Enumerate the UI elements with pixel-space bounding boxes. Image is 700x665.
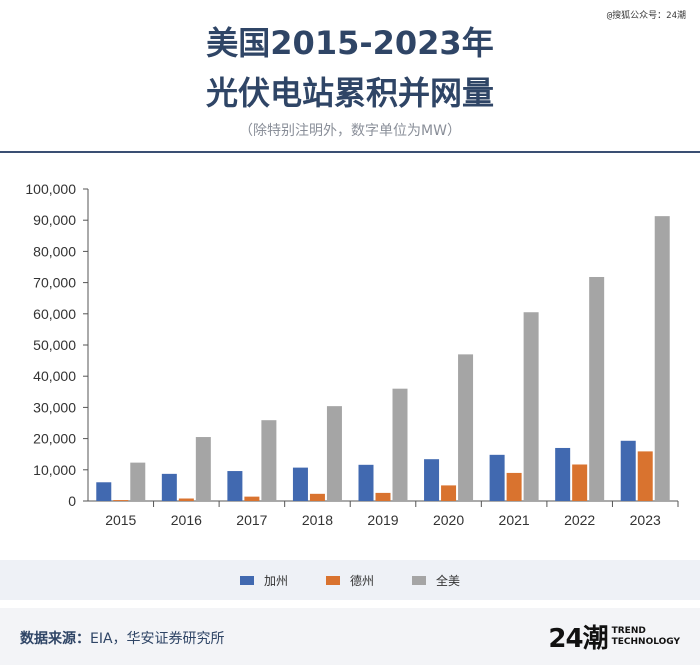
y-tick-label: 100,000 (25, 181, 76, 197)
legend-label-tx: 德州 (349, 574, 374, 588)
bar-tx-2015 (113, 500, 129, 501)
y-tick-label: 20,000 (33, 431, 76, 447)
bar-ca-2020 (424, 459, 440, 501)
y-tick-label: 10,000 (33, 462, 76, 478)
bar-us-2021 (523, 312, 539, 501)
y-tick-label: 50,000 (33, 337, 76, 353)
legend-label-ca: 加州 (263, 574, 288, 588)
logo-line1: TREND (611, 625, 646, 636)
legend-band (0, 560, 700, 600)
y-tick-label: 90,000 (33, 212, 76, 228)
legend-swatch-ca (239, 576, 254, 585)
chart-legend: 加州 德州 全美 (0, 572, 700, 589)
logo-line2: TECHNOLOGY (611, 636, 680, 647)
bar-tx-2023 (637, 451, 653, 501)
bar-us-2015 (130, 462, 146, 501)
x-tick-label: 2018 (302, 512, 333, 528)
bar-tx-2016 (178, 498, 194, 501)
bar-us-2018 (326, 406, 342, 501)
bar-ca-2018 (292, 467, 308, 501)
bar-us-2022 (589, 276, 605, 501)
bar-ca-2022 (555, 447, 571, 501)
bar-ca-2019 (358, 464, 374, 501)
bar-tx-2022 (572, 464, 588, 501)
brand-logo: 24潮 TREND TECHNOLOGY (548, 618, 680, 655)
bar-us-2019 (392, 388, 408, 501)
y-tick-label: 30,000 (33, 399, 76, 415)
y-tick-label: 80,000 (33, 243, 76, 259)
legend-item-ca: 加州 (239, 572, 288, 589)
legend-item-us: 全美 (412, 572, 460, 589)
y-tick-label: 70,000 (33, 275, 76, 291)
legend-label-us: 全美 (436, 574, 461, 588)
bar-tx-2020 (441, 485, 457, 501)
bar-us-2016 (195, 437, 211, 501)
x-tick-label: 2023 (630, 512, 661, 528)
legend-swatch-tx (325, 576, 340, 585)
legend-item-tx: 德州 (325, 572, 374, 589)
footer-band (0, 608, 700, 665)
bar-tx-2019 (375, 492, 391, 501)
page-subtitle: （除特别注明外，数字单位为MW） (239, 123, 461, 139)
data-source: 数据来源：EIA，华安证券研究所 (20, 628, 225, 648)
header-divider (0, 151, 700, 153)
logo-text: TREND TECHNOLOGY (612, 626, 680, 648)
x-tick-label: 2022 (564, 512, 595, 528)
y-tick-label: 40,000 (33, 368, 76, 384)
bar-us-2017 (261, 420, 277, 501)
x-tick-label: 2020 (433, 512, 464, 528)
y-tick-label: 0 (68, 493, 76, 509)
bar-tx-2018 (309, 493, 325, 501)
logo-mark: 24潮 (548, 624, 608, 654)
source-label: 数据来源： (20, 631, 90, 647)
bar-us-2023 (654, 216, 670, 502)
bar-ca-2023 (620, 440, 636, 501)
bar-ca-2017 (227, 471, 243, 501)
x-tick-label: 2021 (499, 512, 530, 528)
bar-ca-2016 (161, 473, 177, 501)
y-tick-label: 60,000 (33, 306, 76, 322)
x-tick-label: 2019 (367, 512, 398, 528)
legend-swatch-us (412, 576, 426, 585)
bar-tx-2021 (506, 472, 522, 501)
x-tick-label: 2017 (236, 512, 267, 528)
x-tick-label: 2015 (105, 512, 136, 528)
watermark: @搜狐公众号：24潮 (606, 11, 686, 21)
bar-us-2020 (458, 354, 474, 501)
bar-ca-2015 (96, 482, 112, 501)
source-text: EIA，华安证券研究所 (90, 631, 225, 647)
page-title-line1: 美国2015-2023年 (206, 24, 494, 62)
x-tick-label: 2016 (171, 512, 202, 528)
bar-chart: 0 10,000 20,000 30,000 40,000 50,000 60,000 70,… (25, 181, 679, 528)
bar-ca-2021 (489, 454, 505, 501)
page-title-line2: 光伏电站累积并网量 (205, 74, 494, 112)
bar-tx-2017 (244, 496, 260, 501)
